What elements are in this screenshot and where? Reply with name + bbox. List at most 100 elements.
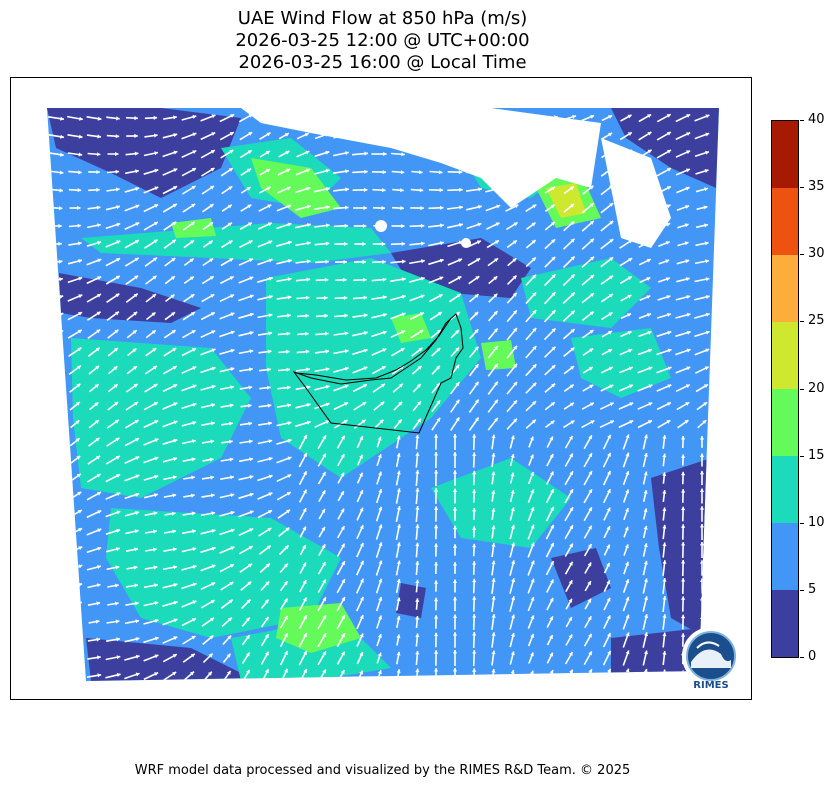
wind-vector-head: [452, 452, 458, 456]
wind-vector-head: [58, 365, 63, 370]
wind-vector-head: [248, 421, 252, 426]
wind-vector-head: [493, 311, 498, 315]
wind-vector-head: [57, 474, 61, 478]
wind-vector-head: [306, 295, 310, 300]
wind-vector-head: [681, 578, 686, 582]
wind-vector-head: [494, 258, 499, 262]
wind-vector-head: [529, 670, 534, 675]
wind-vector-head: [249, 475, 254, 480]
wind-vector-head: [77, 619, 82, 624]
wind-vector-head: [230, 330, 235, 335]
wind-vector-head: [590, 293, 594, 297]
wind-vector-head: [588, 471, 593, 475]
wind-vector-head: [135, 511, 139, 515]
wind-vector-head: [627, 313, 631, 317]
wind-vector-head: [550, 420, 555, 425]
wind-vector-head: [686, 312, 691, 317]
wind-vector-head: [116, 205, 120, 210]
wind-vector-head: [383, 133, 387, 138]
wind-vector-head: [230, 528, 235, 533]
wind-vector-head: [510, 507, 515, 512]
wind-vector-head: [609, 384, 614, 389]
wind-vector-head: [209, 204, 214, 208]
wind-vector-head: [94, 384, 99, 388]
wind-vector-head: [396, 616, 401, 620]
wind-vector-head: [569, 384, 574, 389]
wind-vector-head: [115, 583, 119, 588]
wind-vector-head: [267, 349, 272, 354]
wind-vector-head: [643, 560, 648, 565]
wind-vector-head: [77, 188, 82, 193]
wind-vector-head: [363, 331, 368, 336]
wind-vector-head: [115, 293, 120, 298]
wind-vector-head: [248, 114, 253, 118]
wind-vector-head: [606, 489, 611, 494]
wind-vector-head: [96, 601, 100, 606]
wind-vector-head: [173, 186, 178, 190]
wind-vector-head: [496, 116, 501, 121]
wind-vector-head: [513, 363, 517, 368]
wind-vector-head: [97, 565, 101, 569]
wind-vector-head: [415, 488, 420, 492]
colorbar-tick: [800, 187, 804, 189]
wind-vector-head: [532, 310, 537, 314]
wind-vector-head: [681, 542, 686, 546]
wind-vector-head: [681, 436, 686, 440]
wind-vector-head: [77, 510, 82, 514]
wind-vector-head: [306, 277, 311, 282]
wind-vector-head: [491, 596, 496, 600]
wind-vector-head: [624, 544, 629, 549]
wind-vector-head: [607, 470, 611, 475]
wind-vector-head: [647, 240, 652, 245]
wind-vector-head: [267, 204, 272, 209]
wind-vector-head: [360, 578, 364, 583]
wind-vector-head: [247, 204, 252, 209]
wind-vector-head: [211, 114, 216, 119]
wind-vector-head: [434, 488, 439, 492]
wind-vector: [50, 419, 62, 429]
wind-vector-head: [230, 385, 234, 390]
wind-vector-head: [703, 402, 708, 406]
wind-vector-head: [152, 294, 156, 298]
wind-vector-head: [666, 204, 671, 209]
wind-vector-head: [587, 562, 592, 567]
wind-vector-head: [77, 223, 82, 228]
wind-vector-head: [268, 240, 273, 245]
title-line-3: 2026-03-25 16:00 @ Local Time: [238, 52, 527, 73]
wind-vector-head: [248, 563, 253, 568]
wind-vector-head: [396, 669, 401, 673]
wind-vector: [48, 545, 64, 555]
wind-vector-head: [531, 240, 536, 244]
wind-vector-head: [173, 115, 177, 120]
wind-vector-head: [210, 617, 215, 622]
wind-vector-head: [510, 632, 515, 637]
wind-vector-head: [210, 150, 215, 154]
wind-vector-head: [75, 438, 80, 442]
wind-vector-head: [474, 381, 479, 386]
wind-vector-head: [494, 363, 498, 368]
wind-vector-head: [588, 151, 593, 155]
wind-vector-head: [705, 295, 710, 299]
wind-vector-head: [667, 330, 672, 335]
wind-vector-head: [704, 366, 709, 371]
wind-vector-head: [415, 452, 420, 456]
wind-vector-head: [587, 598, 592, 603]
wind-vector-head: [192, 529, 196, 534]
wind-vector-head: [113, 366, 118, 371]
wind-vector-head: [192, 366, 197, 371]
wind-vector-head: [59, 564, 64, 568]
wind-vector-head: [96, 205, 101, 210]
wind-vector-head: [452, 596, 458, 601]
wind-vector-head: [133, 565, 138, 570]
wind-vector-head: [383, 115, 387, 120]
uae-coastline: [295, 317, 452, 381]
wind-vector-head: [511, 614, 516, 619]
wind-vector-head: [172, 672, 177, 676]
wind-vector-head: [401, 294, 406, 299]
wind-vector: [69, 656, 81, 660]
wind-vector-head: [171, 330, 176, 334]
wind-vector-head: [58, 655, 62, 660]
wind-vector-head: [132, 330, 137, 334]
wind-vector: [68, 601, 82, 607]
wind-vector-head: [588, 489, 592, 494]
